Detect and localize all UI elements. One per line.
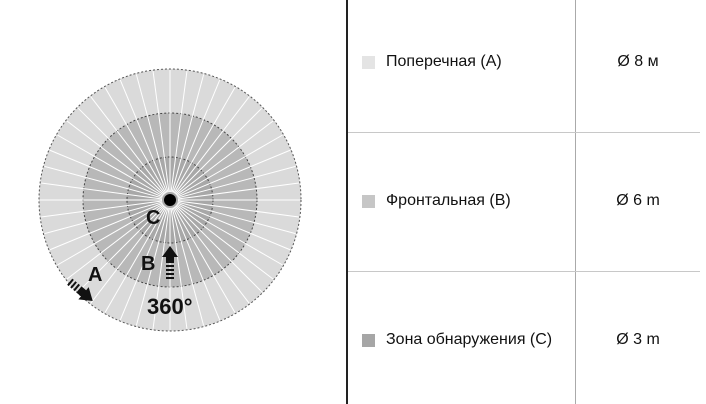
detection-ray [176, 120, 274, 196]
legend-swatch-a [362, 55, 375, 69]
arrow-up-icon [162, 246, 178, 279]
zone-b-name: Фронтальная (B) [386, 192, 511, 209]
detection-ray [176, 134, 283, 197]
detection-ray [177, 200, 299, 218]
detection-ray [171, 74, 205, 193]
detection-ray [170, 71, 188, 193]
detection-ray [152, 207, 170, 329]
detection-ray [173, 206, 236, 313]
detection-ray [172, 207, 221, 321]
detection-ray [176, 204, 274, 280]
zone-a-label: A [88, 264, 102, 286]
detection-ray [77, 107, 165, 195]
detection-ray [41, 200, 163, 218]
detection-ray [104, 87, 167, 194]
detection-ray [49, 202, 163, 251]
table-row-zone-b: Фронтальная (B) [362, 191, 511, 211]
zone-c-label: C [146, 207, 160, 229]
zone-c-diameter: Ø 3 m [616, 331, 660, 348]
detection-ray [177, 149, 291, 198]
detection-ray [175, 205, 263, 293]
zone-b-label: B [141, 253, 155, 275]
detection-ray [135, 74, 169, 193]
zone-c-name: Зона обнаружения (C) [386, 331, 553, 348]
table-row-zone-c: Зона обнаружения (C) [362, 330, 552, 350]
arrow-diagonal-icon [67, 278, 93, 301]
zone-a-name: Поперечная (A) [386, 53, 502, 70]
detection-ray [90, 96, 166, 194]
detection-ray [176, 203, 283, 266]
detection-ray [172, 79, 221, 193]
detection-ray [135, 207, 169, 326]
zone-b-diameter: Ø 6 m [616, 192, 660, 209]
detection-ray [77, 205, 165, 293]
detection-ray [177, 202, 291, 251]
detection-ray [41, 182, 163, 200]
detection-ray [44, 165, 163, 199]
detection-ray [174, 206, 250, 304]
row-divider [348, 271, 700, 272]
detection-ray [152, 71, 170, 193]
legend-swatch-b [362, 194, 375, 208]
detection-ray [66, 204, 164, 280]
detection-ray [173, 87, 236, 194]
detection-ray [177, 182, 299, 200]
detection-ray [104, 206, 167, 313]
row-divider [348, 132, 700, 133]
detection-ray [119, 79, 168, 193]
angle-label: 360° [147, 294, 193, 319]
detection-ray [49, 149, 163, 198]
detection-zone-diagram: C B A 360° [38, 68, 302, 332]
table-column-divider [575, 0, 576, 404]
detection-ray [57, 203, 164, 266]
sensor-center-dot [164, 194, 176, 206]
legend-swatch-c [362, 333, 375, 347]
detection-ray [171, 207, 205, 326]
detection-ray [177, 201, 296, 235]
table-row-zone-a: Поперечная (A) [362, 52, 502, 72]
detection-ray [66, 120, 164, 196]
detection-ray [170, 207, 188, 329]
detection-rays [40, 70, 300, 330]
detection-ray [174, 96, 250, 194]
detection-ray [90, 206, 166, 304]
table-left-border [346, 0, 348, 404]
detection-ray [57, 134, 164, 197]
zone-a-diameter: Ø 8 м [617, 53, 659, 70]
detection-ray [44, 201, 163, 235]
detection-ray [175, 107, 263, 195]
detection-ray [119, 207, 168, 321]
detection-ray [177, 165, 296, 199]
